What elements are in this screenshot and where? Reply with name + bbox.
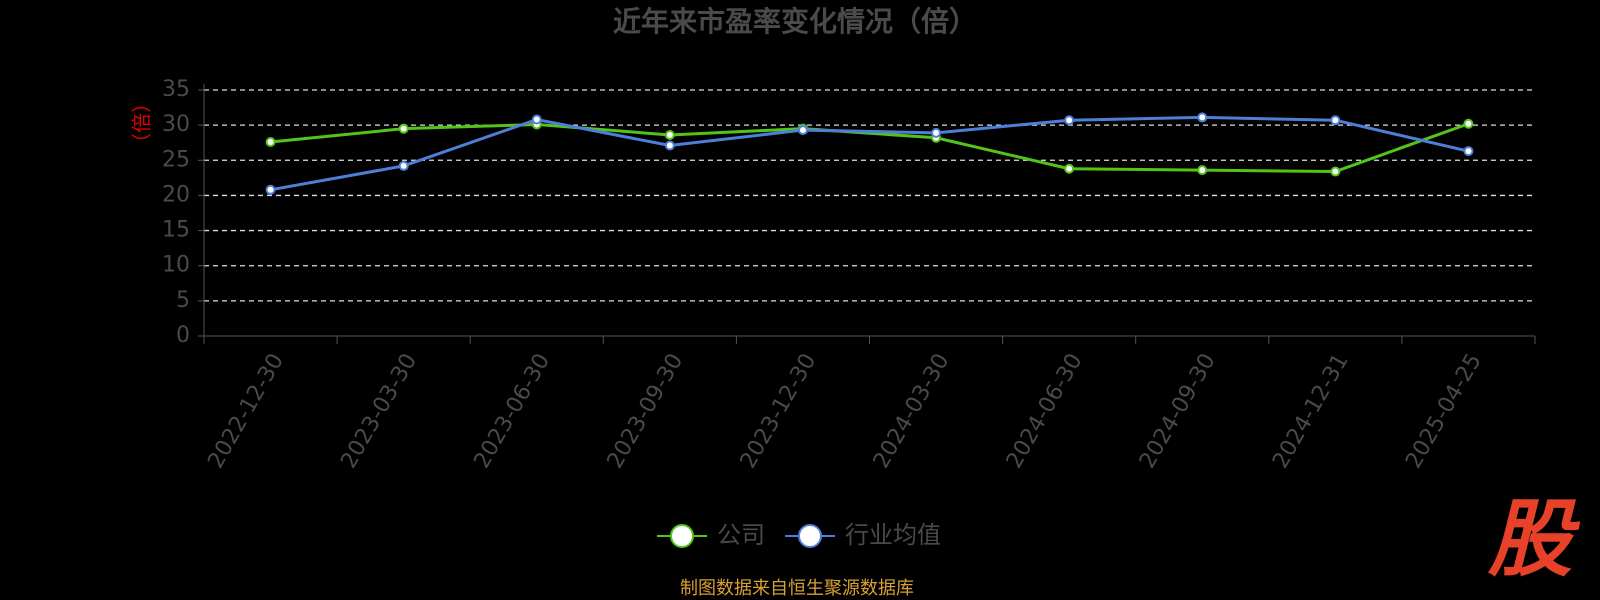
data-point [1064, 163, 1075, 174]
legend-marker [798, 524, 822, 548]
y-tick-label: 10 [162, 253, 190, 278]
data-point [664, 129, 675, 140]
x-tick-label: 2023-12-30 [736, 350, 822, 473]
legend-marker [670, 524, 694, 548]
data-point [931, 127, 942, 138]
data-point [1463, 146, 1474, 157]
logo: 股 [1487, 490, 1581, 588]
data-point [398, 160, 409, 171]
series-line [270, 122, 1469, 174]
data-point [1463, 118, 1474, 129]
x-tick-label: 2023-06-30 [470, 350, 556, 473]
legend-label: 公司 [717, 521, 765, 549]
data-point [265, 137, 276, 148]
y-axis-label: （倍） [130, 93, 154, 153]
data-point [531, 114, 542, 125]
x-tick-label: 2024-12-31 [1268, 350, 1354, 473]
y-tick-label: 5 [176, 288, 190, 313]
data-point [1064, 115, 1075, 126]
source-note: 制图数据来自恒生聚源数据库 [680, 578, 914, 599]
y-tick-label: 30 [162, 112, 190, 137]
x-tick-label: 2025-04-25 [1401, 350, 1487, 473]
data-point [797, 125, 808, 136]
x-tick-label: 2024-09-30 [1135, 350, 1221, 473]
y-tick-label: 25 [162, 147, 190, 172]
y-tick-label: 35 [162, 77, 190, 102]
legend-label: 行业均值 [845, 521, 941, 549]
series-line [270, 115, 1469, 192]
y-tick-label: 0 [176, 323, 190, 348]
x-tick-label: 2022-12-30 [203, 350, 289, 473]
data-point [1197, 112, 1208, 123]
x-tick-label: 2024-06-30 [1002, 350, 1088, 473]
y-tick-label: 15 [162, 218, 190, 243]
data-point [265, 184, 276, 195]
data-point [1197, 165, 1208, 176]
data-point [398, 123, 409, 134]
data-point [1330, 166, 1341, 177]
chart-title: 近年来市盈率变化情况（倍） [613, 5, 977, 38]
y-tick-label: 20 [162, 182, 190, 207]
x-tick-label: 2023-03-30 [336, 350, 422, 473]
x-tick-label: 2024-03-30 [869, 350, 955, 473]
data-point [1330, 115, 1341, 126]
x-tick-label: 2023-09-30 [603, 350, 689, 473]
data-point [664, 140, 675, 151]
